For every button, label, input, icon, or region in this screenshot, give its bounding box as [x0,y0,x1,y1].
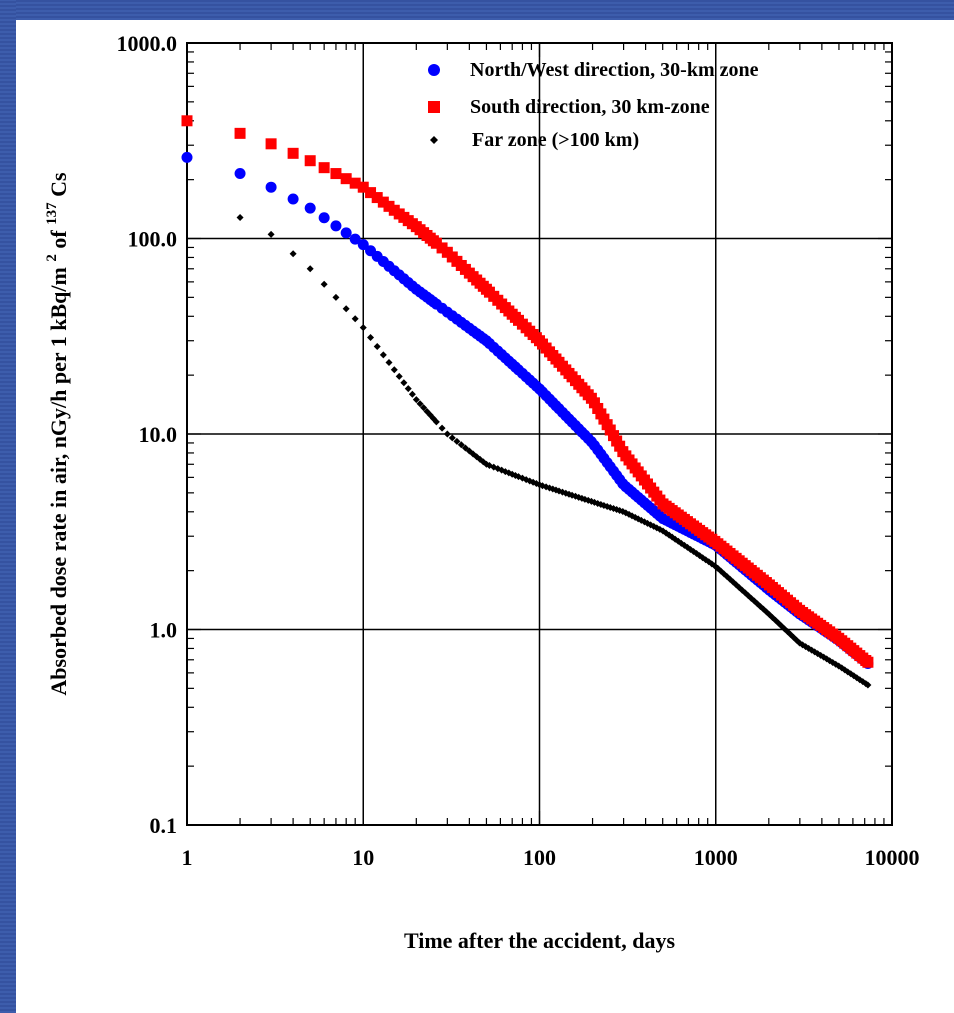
data-point [505,469,513,477]
data-point [430,136,438,144]
legend-label: Far zone (>100 km) [472,129,639,151]
data-point [367,334,375,342]
data-point [420,404,428,412]
data-point [443,430,451,438]
y-axis-label-sup2: 137 [44,202,60,225]
data-point [862,656,874,668]
data-point [864,681,872,689]
legend: North/West direction, 30-km zone South di… [428,59,759,151]
grid [187,43,892,825]
y-tick-label: 1000.0 [117,31,178,56]
y-axis-label-sup1: 2 [44,254,60,262]
data-point [428,101,440,113]
data-point [357,181,369,193]
data-point [416,400,424,408]
legend-label: South direction, 30 km-zone [470,96,710,118]
data-point [304,202,316,214]
data-point [377,196,389,208]
data-point [330,168,342,180]
data-point [287,193,299,205]
legend-entry: North/West direction, 30-km zone [428,59,759,81]
y-tick-label: 100.0 [128,227,178,252]
axis-ticks [186,43,892,826]
data-point [349,233,361,245]
data-point [400,379,408,387]
data-point [332,293,340,301]
x-tick-label: 100 [523,845,556,870]
data-point [234,168,246,180]
data-point [604,424,616,436]
data-point [234,127,246,139]
y-tick-label: 10.0 [139,422,178,447]
x-tick-label: 10 [352,845,374,870]
legend-label: North/West direction, 30-km zone [470,59,759,81]
left-border-stripe [0,0,16,1013]
data-point [395,372,403,380]
data-point [349,177,361,189]
data-point [318,212,330,224]
data-point [631,513,639,521]
data-point [598,413,610,425]
y-tick-label: 1.0 [150,618,178,643]
data-point [634,515,642,523]
data-point [181,115,193,127]
data-point [357,239,369,251]
x-tick-label: 1000 [694,845,738,870]
x-tick-label: 10000 [865,845,920,870]
data-point [365,187,377,199]
y-tick-label: 0.1 [150,813,178,838]
y-axis-label-mid: of [46,225,71,249]
data-point [448,434,456,442]
data-point [340,227,352,239]
data-point [373,343,381,351]
data-point [359,324,367,332]
data-point [342,305,350,313]
data-point [289,250,297,258]
data-point [616,507,624,515]
x-axis-label: Time after the accident, days [404,928,676,953]
legend-entry: South direction, 30 km-zone [428,96,710,118]
data-point [265,181,277,193]
data-point [412,396,420,404]
data-point [306,265,314,273]
data-point [236,214,244,222]
data-point [181,151,193,163]
data-point [390,366,398,374]
data-point [351,315,359,323]
data-point [304,155,316,167]
data-point [588,397,600,409]
data-point [385,359,393,367]
chart-panel: 1 10 100 1000 10000 0.1 1.0 10.0 100.0 1000.0 Tim… [16,20,954,1013]
data-point [408,390,416,398]
legend-entry: Far zone (>100 km) [430,129,639,151]
data-point [438,424,446,432]
series-points [181,115,874,668]
data-point [265,138,277,150]
y-axis-label-main: Absorbed dose rate in air, nGy/h per 1 k… [46,267,71,695]
data-point [453,437,461,445]
tick-labels: 1 10 100 1000 10000 0.1 1.0 10.0 100.0 1000.0 [117,31,920,870]
data-point [457,441,465,449]
top-border-stripe [0,0,954,20]
data-point [371,192,383,204]
y-axis-label: Absorbed dose rate in air, nGy/h per 1 k… [36,172,71,696]
data-point [432,418,440,426]
data-point [287,147,299,159]
dose-rate-chart: 1 10 100 1000 10000 0.1 1.0 10.0 100.0 1000.0 Tim… [36,31,920,953]
data-points [181,115,874,689]
data-point [379,351,387,359]
data-point [267,230,275,238]
data-point [320,280,328,288]
data-point [330,220,342,232]
series-points [236,214,872,689]
data-point [318,162,330,174]
data-point [430,237,442,249]
data-point [340,173,352,185]
data-point [428,64,440,76]
data-point [404,385,412,393]
x-tick-label: 1 [182,845,193,870]
y-axis-label-end: Cs [46,172,71,197]
